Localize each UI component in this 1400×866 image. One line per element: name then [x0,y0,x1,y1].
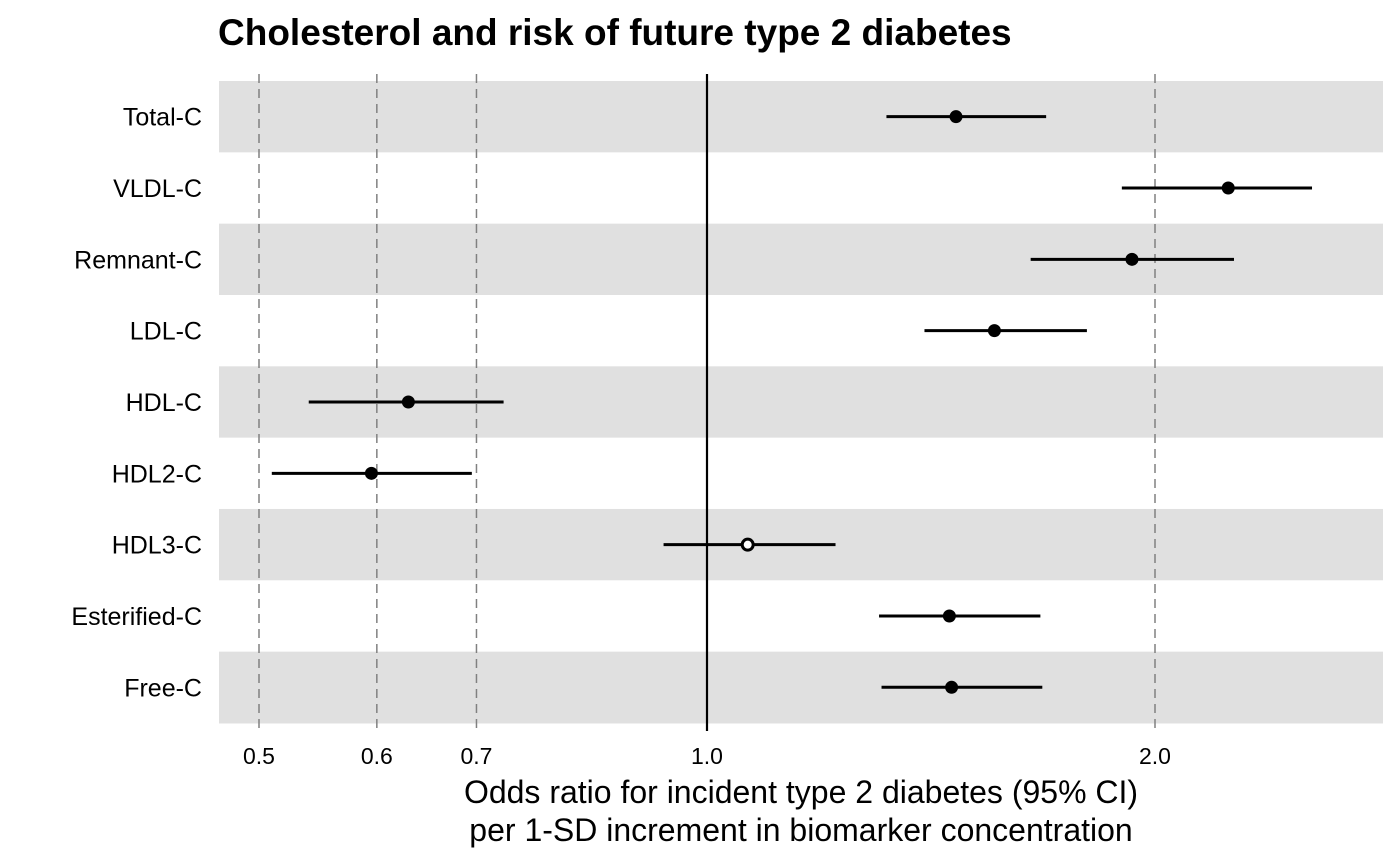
x-axis-label-line-2: per 1-SD increment in biomarker concentr… [469,812,1133,848]
x-tick-label: 0.7 [460,743,492,769]
row-label: HDL2-C [112,460,202,488]
x-tick-label: 2.0 [1139,743,1171,769]
row-label: LDL-C [130,318,202,346]
row-band [219,294,1383,367]
x-axis-label-line-1: Odds ratio for incident type 2 diabetes … [463,774,1139,810]
point-estimate [945,680,959,694]
row-band [219,651,1383,724]
point-estimate [740,537,755,552]
row-label: Remnant-C [74,246,202,274]
point-estimate [1221,181,1235,195]
x-tick-label: 0.6 [361,743,393,769]
row-label: Free-C [124,674,202,702]
x-tick-label: 0.5 [243,743,275,769]
point-estimate [942,609,956,623]
row-band [219,81,1383,153]
x-tick-label: 1.0 [691,743,723,769]
row-label: Esterified-C [71,603,202,631]
row-label: VLDL-C [113,175,202,203]
point-estimate [949,110,963,124]
point-estimate [364,466,378,480]
row-label: HDL-C [126,389,202,417]
row-label: Total-C [123,104,202,132]
row-label: HDL3-C [112,532,202,560]
row-band [219,580,1383,653]
point-estimate [1125,252,1139,266]
point-estimate [987,324,1001,338]
chart-title: Cholesterol and risk of future type 2 di… [218,12,1012,53]
point-estimate [401,395,415,409]
